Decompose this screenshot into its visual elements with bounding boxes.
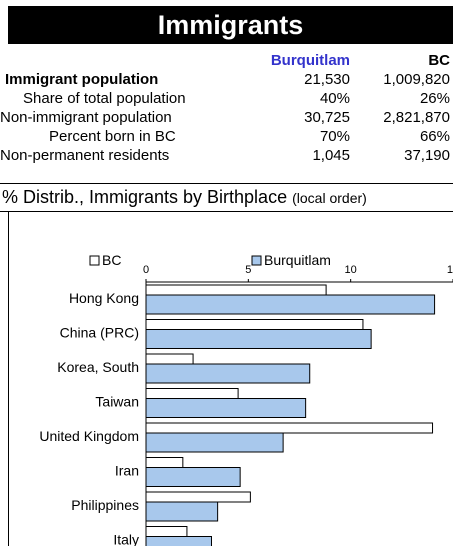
- bar-bc: [145, 491, 251, 503]
- row-label: Non-permanent residents: [0, 147, 170, 164]
- column-header-bc: BC: [428, 52, 450, 69]
- category-label: United Kingdom: [39, 428, 139, 444]
- category-label: Iran: [115, 463, 139, 479]
- category-label: Taiwan: [95, 394, 139, 410]
- table-row: Non-immigrant population 30,725 2,821,87…: [0, 108, 453, 127]
- legend-label: Burquitlam: [264, 252, 331, 268]
- row-value-bc: 2,821,870: [383, 109, 450, 126]
- bar-burquitlam: [145, 467, 241, 487]
- category-label: China (PRC): [60, 325, 139, 341]
- category-label: Korea, South: [57, 359, 139, 375]
- table-row: Immigrant population 21,530 1,009,820: [0, 70, 453, 89]
- row-value-burquitlam: 30,725: [304, 109, 350, 126]
- legend-swatch: [89, 255, 100, 266]
- bar-bc: [145, 353, 194, 365]
- bar-burquitlam: [145, 329, 372, 349]
- tick-label: 5: [245, 264, 251, 276]
- table-row: Non-permanent residents 1,045 37,190: [0, 146, 453, 165]
- bar-bc: [145, 388, 239, 399]
- tick-label: 10: [345, 264, 357, 276]
- bar-burquitlam: [145, 536, 212, 546]
- bar-chart: BC Burquitlam 0 5 10 15 Hong Kong China (PRC) Ko…: [8, 212, 453, 546]
- column-header-burquitlam: Burquitlam: [270, 52, 350, 69]
- bar-bc: [145, 457, 184, 468]
- page-title: Immigrants: [8, 6, 453, 44]
- row-value-bc: 66%: [419, 128, 450, 145]
- legend-label: BC: [102, 252, 121, 268]
- row-value-burquitlam: 21,530: [304, 71, 350, 88]
- row-value-bc: 1,009,820: [383, 71, 450, 88]
- row-value-burquitlam: 40%: [319, 90, 350, 107]
- table-header-row: Burquitlam BC: [0, 51, 453, 70]
- row-value-burquitlam: 70%: [319, 128, 350, 145]
- row-label: Percent born in BC: [49, 128, 176, 145]
- row-value-bc: 37,190: [404, 147, 450, 164]
- row-label: Immigrant population: [5, 71, 159, 88]
- bar-bc: [145, 284, 327, 296]
- legend-swatch: [251, 255, 262, 266]
- bar-bc: [145, 526, 188, 537]
- tick-label: 15: [447, 264, 453, 276]
- category-label: Philippines: [71, 497, 139, 513]
- table-row: Share of total population 40% 26%: [0, 89, 453, 108]
- bar-burquitlam: [145, 501, 219, 522]
- bar-bc: [145, 422, 434, 434]
- bar-burquitlam: [145, 294, 436, 315]
- bar-burquitlam: [145, 398, 307, 418]
- category-label: Hong Kong: [69, 290, 139, 306]
- tick-label: 0: [143, 264, 149, 276]
- bar-bc: [145, 319, 364, 330]
- row-value-bc: 26%: [419, 90, 450, 107]
- subheading-note: (local order): [292, 190, 367, 206]
- chart-subheading: % Distrib., Immigrants by Birthplace (lo…: [0, 183, 453, 212]
- subheading-main: % Distrib., Immigrants by Birthplace: [2, 187, 288, 207]
- row-value-burquitlam: 1,045: [312, 147, 350, 164]
- bar-chart-svg: BC Burquitlam 0 5 10 15 Hong Kong China (PRC) Ko…: [39, 252, 453, 546]
- row-label: Non-immigrant population: [0, 109, 172, 126]
- stats-table: Burquitlam BC Immigrant population 21,53…: [0, 51, 453, 165]
- category-label: Italy: [113, 532, 139, 546]
- row-label: Share of total population: [23, 90, 186, 107]
- bar-burquitlam: [145, 432, 284, 453]
- table-row: Percent born in BC 70% 66%: [0, 127, 453, 146]
- bar-burquitlam: [145, 363, 311, 384]
